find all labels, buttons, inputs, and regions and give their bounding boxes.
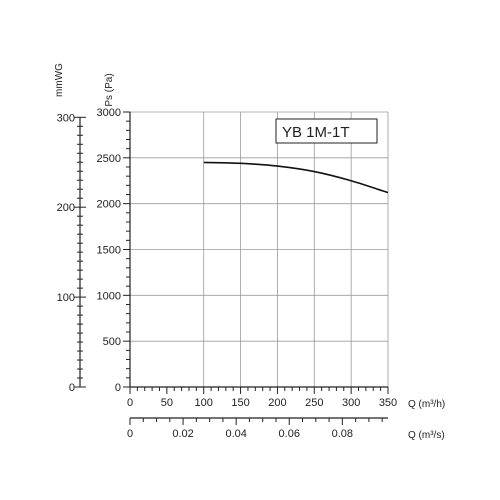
x2-tick-label: 0.02 [172,428,193,440]
x-axis-label-m3s: Q (m³/s) [408,430,445,441]
y-axis-label-pa: Ps (Pa) [104,73,115,106]
y2-tick-label: 100 [57,292,75,304]
y2-tick-label: 300 [57,112,75,124]
y2-tick-label: 200 [57,202,75,214]
x-tick-label: 350 [379,397,397,409]
tick-marks [74,111,389,425]
x-tick-label: 200 [268,397,286,409]
x-tick-label: 250 [305,397,323,409]
y-tick-label: 1000 [97,290,121,302]
series-line [203,161,389,194]
x2-tick-label: 0.08 [332,428,353,440]
x-tick-label: 100 [195,397,213,409]
x-tick-label: 50 [161,397,173,409]
y-tick-label: 2000 [97,199,121,211]
series [203,161,389,194]
y-tick-label: 2500 [97,153,121,165]
x2-tick-label: 0.04 [225,428,246,440]
y-tick-label: 1500 [97,245,121,257]
y-tick-label: 3000 [97,107,121,119]
y-axis-label-mmwg: mmWG [54,63,65,97]
x-tick-label: 0 [127,397,133,409]
model-label-box [275,118,378,144]
x-tick-label: 150 [231,397,249,409]
x-axis-label-m3h: Q (m³/h) [408,399,445,410]
y2-tick-label: 0 [69,382,75,394]
model-label: YB 1M-1T [282,124,350,141]
y-tick-label: 0 [115,382,121,394]
x2-tick-label: 0 [127,428,133,440]
x-tick-label: 300 [342,397,360,409]
grid-lines [130,111,389,387]
x2-tick-label: 0.06 [279,428,300,440]
y-tick-label: 500 [103,336,121,348]
